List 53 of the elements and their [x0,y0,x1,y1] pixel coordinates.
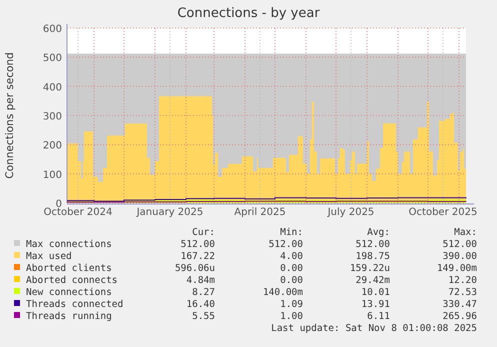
text: 16.40 [186,299,216,310]
legend-label: Aborted clients [26,263,112,274]
text: 390.00 [442,251,478,262]
text: 72.53 [448,287,477,298]
legend-label: Threads connected [26,299,124,310]
text: 265.96 [442,311,478,322]
y-tick-label: 200 [42,140,62,152]
legend-label: Max used [26,251,72,262]
text: 0.00 [280,275,304,286]
text: 0.00 [280,263,304,274]
text: 1.09 [280,299,304,310]
legend-label: Max connections [26,239,112,250]
y-tick-label: 100 [42,170,62,181]
chart-title: Connections - by year [177,6,320,21]
x-tick-label: October 2024 [44,207,112,218]
y-tick-label: 600 [42,24,62,35]
legend-label: Aborted connects [26,275,118,286]
text: 198.75 [356,251,390,262]
text: 4.84m [186,275,216,286]
text: Avg: [367,227,390,238]
text: 10.01 [361,287,390,298]
text: 167.22 [180,251,215,262]
text: Last update: Sat Nov 8 01:00:08 2025 [271,323,477,334]
x-tick-label: January 2025 [136,207,204,218]
text: 5.55 [192,311,215,322]
text: 1.00 [280,311,304,322]
text: 29.42m [356,275,390,286]
text: 12.20 [448,275,478,286]
text: 512.00 [356,239,390,250]
y-tick-label: 500 [42,53,62,64]
text: 8.27 [192,287,215,298]
text: 159.22u [350,263,390,274]
text: 4.00 [280,251,304,262]
legend-label: New connections [26,287,112,298]
text: Cur: [192,227,215,238]
text: 140.00m [262,287,304,298]
y-tick-label: 400 [42,82,62,94]
text: 6.11 [367,311,390,322]
x-tick-label: July 2025 [326,207,374,218]
text: Min: [280,227,303,238]
legend-label: Threads running [26,311,112,322]
x-tick-label: April 2025 [234,207,286,218]
y-axis-title: Connections per second [4,52,16,179]
text: 149.00m [436,263,478,274]
text: 13.91 [361,299,390,310]
y-tick-label: 300 [42,112,62,122]
x-tick-label: October 2025 [408,207,478,218]
text: 596.06u [174,263,215,274]
text: 512.00 [180,239,216,250]
text: Max: [454,227,477,238]
text: 330.47 [442,299,477,310]
text: 512.00 [268,239,304,250]
text: 512.00 [442,239,478,250]
